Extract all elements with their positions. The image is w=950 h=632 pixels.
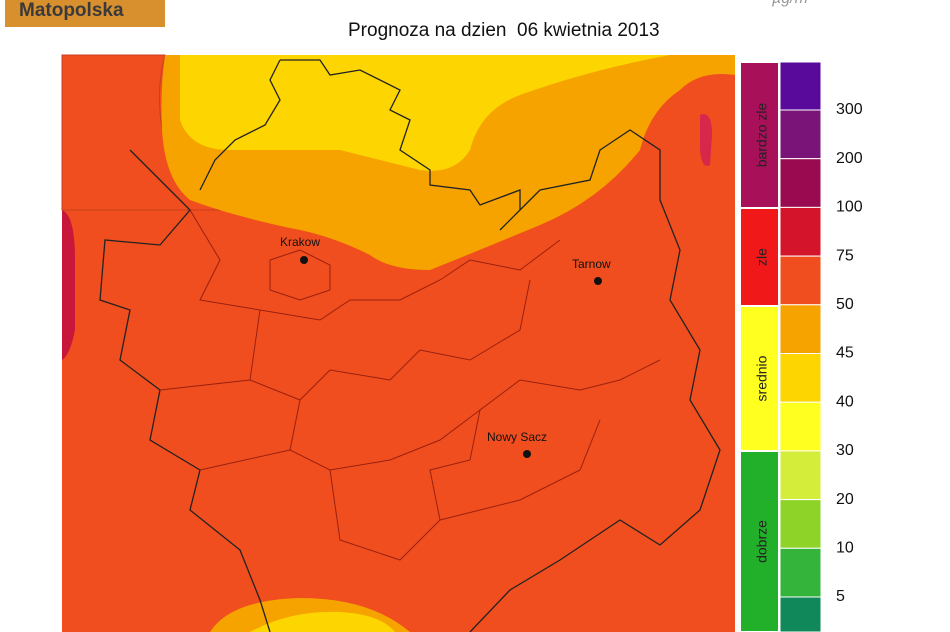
city-marker [300, 256, 308, 264]
legend-category-label: dobrze [754, 520, 770, 563]
zone-yellow-south [250, 611, 395, 632]
logo: Matopolska [5, 0, 165, 27]
legend-level-label: 5 [836, 588, 845, 605]
legend-swatch [779, 401, 822, 452]
legend-swatch [779, 255, 822, 306]
legend-swatch [779, 61, 822, 111]
city-marker [594, 277, 602, 285]
legend-swatch [779, 450, 822, 501]
unit-label: µg/m³ [772, 0, 813, 8]
city-marker [523, 450, 531, 458]
legend-category-label: bardzo zle [754, 102, 770, 167]
legend-level-label: 300 [836, 101, 863, 118]
legend-level-label: 40 [836, 393, 854, 410]
legend-category [741, 209, 778, 305]
legend-swatch [779, 158, 822, 208]
legend-level-label: 100 [836, 199, 863, 216]
legend-category [741, 63, 778, 207]
zone-red-east [700, 114, 712, 166]
legend-swatch [779, 304, 822, 354]
legend-level-label: 30 [836, 442, 854, 459]
legend-category-label: srednio [754, 355, 770, 401]
district-border [159, 209, 661, 561]
legend-level-label: 10 [836, 540, 854, 557]
legend-level-label: 50 [836, 296, 854, 313]
legend-level-label: 45 [836, 345, 854, 362]
map-title: Prognoza na dzien 06 kwietnia 2013 [348, 20, 660, 41]
city-label: Tarnow [572, 257, 611, 271]
legend-category [741, 452, 778, 631]
legend-category [741, 307, 778, 450]
legend-swatch [779, 547, 822, 598]
legend-category-label: zle [754, 248, 770, 266]
zone-yellow [180, 55, 670, 171]
legend-swatch [779, 353, 822, 403]
legend-swatch [779, 206, 822, 257]
region-border [99, 59, 721, 632]
legend-level-label: 20 [836, 491, 854, 508]
legend: bardzo zle zle srednio dobrze 300 200 100 75 50 4… [741, 61, 863, 632]
zone-red [62, 210, 75, 360]
legend-level-label: 75 [836, 247, 854, 264]
city-label: Nowy Sacz [487, 430, 547, 444]
city-label: Krakow [280, 235, 320, 249]
legend-swatch [779, 499, 822, 549]
legend-swatch [779, 596, 822, 632]
legend-swatch [779, 109, 822, 160]
legend-level-label: 200 [836, 150, 863, 167]
